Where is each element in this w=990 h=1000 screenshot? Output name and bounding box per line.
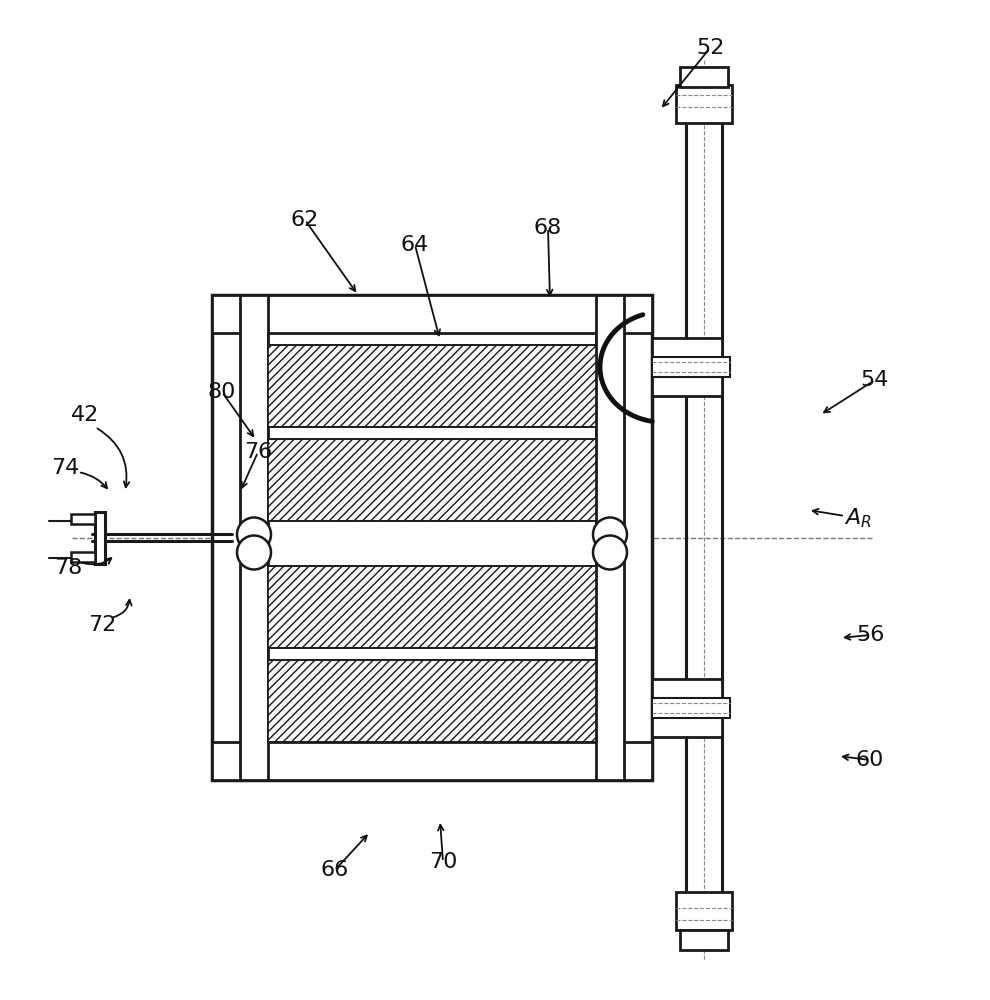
Bar bbox=[71, 552, 95, 562]
Circle shape bbox=[593, 536, 627, 570]
Bar bbox=[268, 439, 596, 521]
Bar bbox=[212, 295, 652, 333]
Text: 76: 76 bbox=[244, 442, 272, 462]
Bar bbox=[652, 698, 730, 718]
Text: 66: 66 bbox=[321, 860, 349, 880]
Text: 70: 70 bbox=[429, 852, 457, 872]
Text: 52: 52 bbox=[696, 38, 725, 58]
Text: 42: 42 bbox=[71, 405, 99, 425]
Circle shape bbox=[593, 518, 627, 552]
Text: 54: 54 bbox=[861, 370, 889, 390]
Bar bbox=[680, 67, 728, 87]
Text: 74: 74 bbox=[50, 458, 79, 478]
Text: 62: 62 bbox=[291, 210, 319, 230]
Bar bbox=[652, 357, 730, 377]
Circle shape bbox=[237, 536, 271, 570]
Bar bbox=[652, 679, 722, 737]
Bar bbox=[71, 514, 95, 524]
Bar bbox=[676, 85, 732, 123]
Text: $A_R$: $A_R$ bbox=[844, 506, 872, 530]
Text: 64: 64 bbox=[401, 235, 429, 255]
Bar bbox=[676, 892, 732, 930]
Bar bbox=[680, 930, 728, 950]
Text: 60: 60 bbox=[855, 750, 884, 770]
Text: 78: 78 bbox=[53, 558, 82, 578]
Bar bbox=[240, 295, 268, 780]
Bar bbox=[268, 566, 596, 648]
Circle shape bbox=[237, 518, 271, 552]
Bar bbox=[95, 512, 105, 564]
Bar bbox=[596, 295, 624, 780]
Bar bbox=[268, 345, 596, 427]
Bar bbox=[212, 742, 652, 780]
Text: 80: 80 bbox=[208, 382, 237, 402]
Bar bbox=[212, 295, 652, 780]
Text: 72: 72 bbox=[88, 615, 116, 635]
Text: 56: 56 bbox=[855, 625, 884, 645]
Bar bbox=[268, 660, 596, 742]
Text: 68: 68 bbox=[534, 218, 562, 238]
Bar bbox=[652, 338, 722, 396]
